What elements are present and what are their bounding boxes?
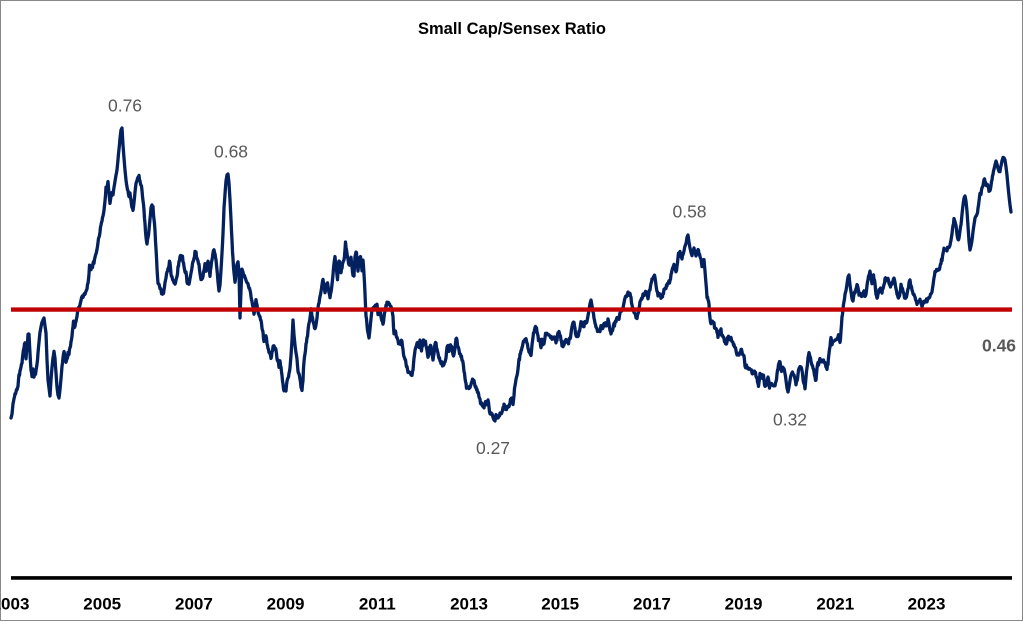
svg-text:0.32: 0.32 [773, 410, 807, 430]
svg-text:2011: 2011 [359, 595, 396, 614]
svg-text:0.27: 0.27 [476, 438, 510, 458]
svg-text:2023: 2023 [908, 595, 946, 614]
svg-text:0.58: 0.58 [672, 202, 706, 222]
svg-text:0.76: 0.76 [108, 96, 142, 116]
svg-text:2017: 2017 [633, 595, 671, 614]
svg-text:2005: 2005 [83, 595, 121, 614]
svg-text:Small Cap/Sensex Ratio: Small Cap/Sensex Ratio [418, 20, 606, 38]
svg-text:2015: 2015 [541, 595, 579, 614]
svg-text:0.68: 0.68 [214, 142, 248, 162]
svg-text:0.46: 0.46 [982, 336, 1016, 356]
svg-text:2007: 2007 [175, 595, 213, 614]
svg-text:2009: 2009 [267, 595, 305, 614]
svg-text:2019: 2019 [725, 595, 763, 614]
svg-text:2013: 2013 [450, 595, 488, 614]
svg-text:2021: 2021 [816, 595, 854, 614]
svg-text:2003: 2003 [0, 595, 29, 614]
